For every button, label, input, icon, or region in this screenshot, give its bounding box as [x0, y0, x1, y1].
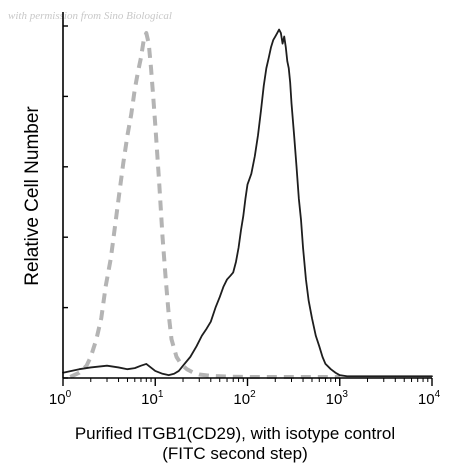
- x-axis-tick-labels: 100 101 102 103 104: [49, 389, 441, 408]
- y-axis-ticks: [63, 25, 68, 379]
- x-tick-label: 104: [418, 389, 441, 408]
- plot-lines: [62, 28, 433, 379]
- x-tick-label: 100: [49, 389, 72, 408]
- y-axis-label: Relative Cell Number: [22, 106, 43, 286]
- x-axis-label: Purified ITGB1(CD29), with isotype contr…: [75, 424, 395, 443]
- isotype-control-histogram: [69, 31, 340, 379]
- watermark: with permission from Sino Biological: [8, 10, 172, 22]
- x-tick-label: 101: [141, 389, 164, 408]
- x-tick-label: 102: [233, 389, 256, 408]
- x-axis-ticks: [62, 378, 433, 386]
- itgb1-histogram: [62, 28, 433, 378]
- x-axis-label-line2: (FITC second step): [162, 444, 308, 463]
- x-tick-label: 103: [326, 389, 349, 408]
